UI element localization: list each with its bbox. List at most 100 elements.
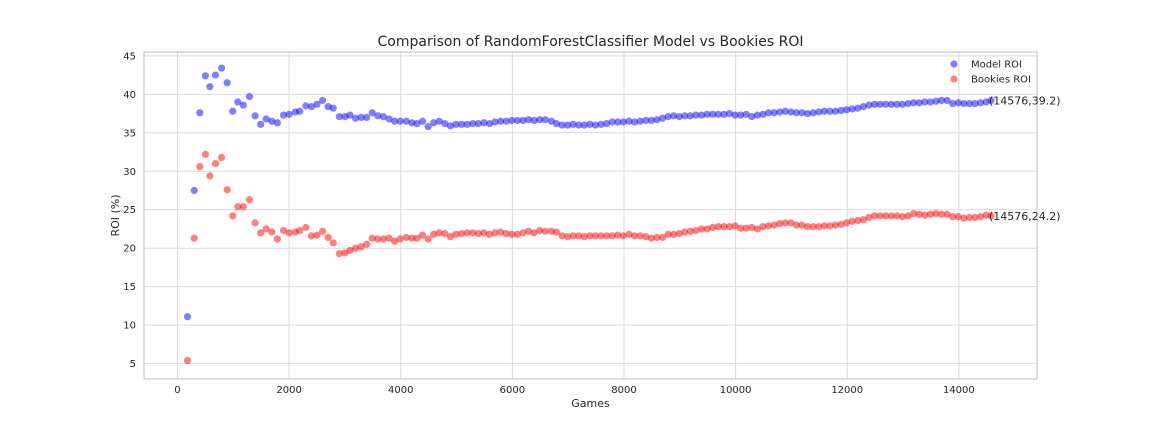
data-point (647, 234, 655, 242)
data-point (932, 97, 940, 105)
data-point (831, 221, 840, 229)
data-point (430, 230, 438, 238)
x-tick-label: 10000 (720, 385, 752, 396)
data-point (329, 239, 337, 247)
data-point (826, 107, 834, 115)
data-point (541, 116, 549, 124)
data-point (234, 98, 242, 106)
data-point (346, 246, 354, 255)
data-point (435, 229, 443, 237)
data-point (502, 229, 510, 238)
data-point (636, 117, 644, 125)
data-point (575, 232, 583, 240)
data-point (603, 119, 611, 128)
data-point (737, 111, 745, 119)
data-point (580, 233, 588, 241)
data-point (363, 113, 371, 121)
data-point (642, 116, 650, 125)
data-point (753, 111, 761, 119)
data-point (223, 79, 231, 87)
data-point (653, 233, 661, 242)
data-point (390, 237, 399, 245)
data-point (904, 99, 912, 108)
data-point (552, 228, 561, 236)
data-point (619, 232, 628, 240)
data-point (681, 112, 689, 120)
data-point (636, 232, 644, 240)
data-point (307, 103, 316, 111)
point-annotation: (14576,39.2) (989, 94, 1061, 107)
data-point (915, 210, 923, 218)
data-point (474, 119, 482, 128)
y-tick-label: 15 (123, 282, 136, 293)
data-point (201, 150, 209, 158)
data-point (910, 209, 918, 218)
data-point (446, 233, 455, 241)
data-point (580, 121, 588, 129)
data-point (792, 109, 801, 117)
data-point (753, 225, 761, 233)
data-point (759, 223, 767, 231)
data-point (239, 203, 247, 211)
data-point (279, 111, 288, 119)
data-point (703, 110, 711, 118)
data-point (569, 120, 577, 128)
data-point (273, 119, 281, 127)
data-point (949, 213, 957, 221)
data-point (474, 229, 482, 238)
data-point (898, 213, 907, 221)
data-point (971, 99, 979, 108)
data-point (848, 217, 856, 225)
data-point (943, 96, 951, 105)
data-point (217, 153, 226, 162)
data-point (675, 229, 683, 238)
data-point (530, 229, 538, 237)
data-point (530, 116, 538, 125)
data-point (223, 186, 231, 194)
data-point (402, 117, 410, 125)
data-point (524, 227, 533, 235)
data-point (402, 233, 410, 242)
data-point (485, 230, 494, 238)
data-point (921, 98, 929, 106)
data-point (742, 110, 750, 118)
data-point (742, 224, 750, 232)
data-point (614, 118, 622, 126)
data-point (820, 222, 828, 230)
x-axis-label: Games (571, 397, 610, 410)
y-tick-label: 30 (123, 167, 136, 178)
data-point (664, 230, 672, 238)
data-point (239, 101, 247, 109)
data-point (586, 120, 594, 128)
data-point (480, 119, 488, 127)
data-point (876, 100, 884, 108)
data-point (329, 104, 337, 112)
data-point (776, 108, 784, 116)
data-point (229, 107, 237, 115)
data-point (245, 93, 254, 101)
data-point (296, 107, 304, 115)
data-point (508, 116, 516, 125)
data-point (441, 119, 449, 128)
data-points (183, 64, 995, 365)
data-point (335, 249, 343, 258)
data-point (965, 213, 974, 222)
data-point (206, 83, 214, 91)
data-point (536, 116, 544, 124)
data-point (843, 106, 851, 114)
data-point (843, 219, 851, 227)
data-point (390, 117, 399, 125)
data-point (748, 223, 756, 232)
data-point (658, 114, 667, 122)
annotations: (14576,39.2) (14576,24.2) (989, 94, 1061, 222)
data-point (452, 120, 460, 128)
y-axis-label: ROI (%) (109, 194, 122, 236)
data-point (374, 112, 382, 120)
data-point (692, 226, 700, 235)
data-point (954, 213, 962, 221)
data-point (798, 109, 806, 117)
data-point (725, 109, 734, 118)
data-point (285, 229, 293, 237)
x-tick-label: 6000 (500, 385, 525, 396)
